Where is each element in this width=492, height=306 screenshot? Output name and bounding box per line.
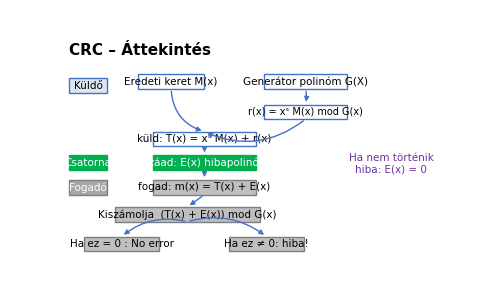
- Text: Eredeti keret M(x): Eredeti keret M(x): [124, 76, 218, 86]
- Text: Generátor polinóm G(X): Generátor polinóm G(X): [243, 76, 368, 87]
- Text: r(x) = xˢ M(x) mod G(x): r(x) = xˢ M(x) mod G(x): [248, 107, 363, 117]
- Text: fogad: m(x) = T(x) + E(x): fogad: m(x) = T(x) + E(x): [138, 182, 271, 192]
- FancyBboxPatch shape: [69, 78, 107, 93]
- FancyBboxPatch shape: [85, 237, 159, 251]
- Text: Csatorna: Csatorna: [64, 158, 112, 168]
- FancyBboxPatch shape: [229, 237, 304, 251]
- FancyBboxPatch shape: [69, 180, 107, 195]
- Text: CRC – Áttekintés: CRC – Áttekintés: [69, 43, 211, 58]
- Text: Küldő: Küldő: [74, 80, 103, 91]
- FancyBboxPatch shape: [138, 74, 205, 88]
- FancyBboxPatch shape: [69, 155, 107, 170]
- FancyBboxPatch shape: [153, 132, 256, 146]
- Text: hozzáad: E(x) hibapolinómot: hozzáad: E(x) hibapolinómot: [130, 157, 279, 168]
- Text: küld: T(x) = xˢ M(x) + r(x): küld: T(x) = xˢ M(x) + r(x): [137, 134, 272, 144]
- FancyBboxPatch shape: [153, 155, 256, 170]
- Text: Ha nem történik
hiba: E(x) = 0: Ha nem történik hiba: E(x) = 0: [349, 153, 434, 175]
- Text: Fogadó: Fogadó: [69, 182, 107, 192]
- FancyBboxPatch shape: [115, 207, 260, 222]
- Text: Ha ez ≠ 0: hiba!: Ha ez ≠ 0: hiba!: [224, 239, 309, 249]
- FancyBboxPatch shape: [264, 74, 347, 88]
- FancyBboxPatch shape: [153, 180, 256, 195]
- FancyBboxPatch shape: [264, 105, 347, 119]
- Text: Ha ez = 0 : No error: Ha ez = 0 : No error: [69, 239, 174, 249]
- Text: Kiszámolja  (T(x) + E(x)) mod G(x): Kiszámolja (T(x) + E(x)) mod G(x): [98, 209, 277, 220]
